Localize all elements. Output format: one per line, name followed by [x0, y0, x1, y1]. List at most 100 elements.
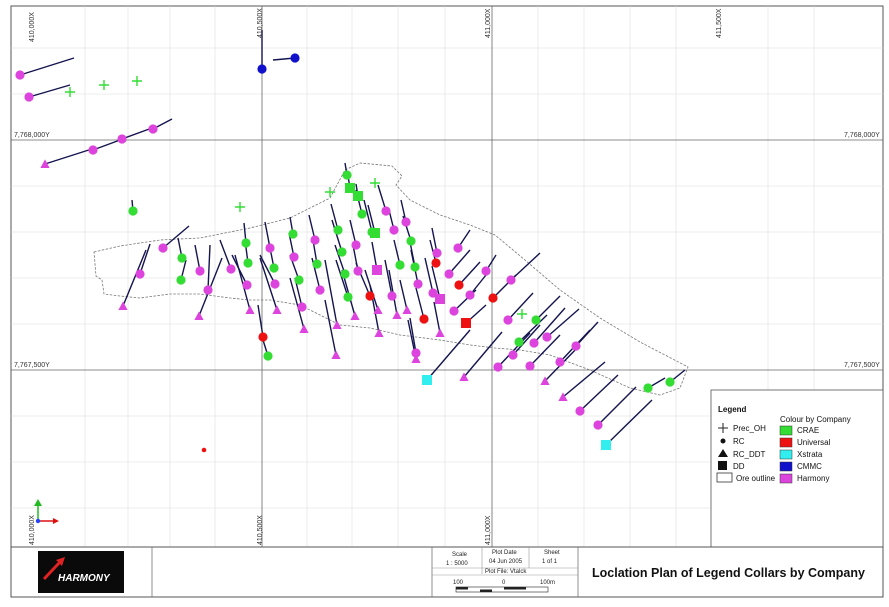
collar-harmony-triangle: [411, 354, 421, 363]
collar-universal-circle: [431, 258, 441, 268]
collar-harmony-circle: [593, 420, 603, 430]
collar-harmony-circle: [542, 332, 552, 342]
collar-harmony-circle: [117, 134, 127, 144]
drill-trace: [575, 321, 599, 347]
drill-trace: [533, 307, 566, 344]
drill-trace: [28, 84, 71, 98]
plot-date-label: Plot Date: [492, 550, 517, 556]
collar-harmony-circle: [449, 306, 459, 316]
ore-outline: [93, 162, 689, 396]
scalebar-left: 100: [453, 580, 464, 586]
drill-trace: [518, 314, 548, 343]
drill-trace: [259, 257, 278, 311]
collar-cmmc-circle: [257, 64, 267, 74]
drill-trace: [399, 279, 408, 311]
sheet-label: Sheet: [544, 550, 560, 556]
collar-universal-circle: [258, 332, 268, 342]
legend-company-harmony: Harmony: [797, 474, 829, 483]
collar-harmony-circle: [575, 406, 585, 416]
drill-trace: [121, 127, 153, 140]
square-icon: [718, 461, 727, 470]
legend-symbol-ore-outline: Ore outline: [736, 474, 776, 483]
x-label-410000-bottom: 410,000X: [29, 515, 36, 545]
legend-title: Legend: [718, 405, 747, 414]
collar-harmony-circle: [387, 291, 397, 301]
collar-crae-circle: [243, 258, 253, 268]
drill-trace: [507, 292, 534, 321]
drill-traces: [19, 30, 686, 446]
collar-universal-circle: [488, 293, 498, 303]
drill-trace: [207, 244, 211, 291]
collar-harmony-triangle: [435, 328, 445, 337]
swatch-xstrata: [779, 449, 793, 460]
drill-trace: [324, 259, 338, 326]
drill-trace: [331, 219, 343, 253]
legend-symbol-rc: RC: [733, 437, 745, 446]
drill-trace: [324, 299, 337, 356]
scalebar-mid: 0: [502, 580, 506, 586]
collar-harmony-circle: [401, 217, 411, 227]
drill-trace: [409, 317, 417, 354]
drill-collars: [15, 53, 675, 453]
harmony-logo: HARMONY: [38, 551, 124, 593]
legend-company-crae: CRAE: [797, 426, 819, 435]
plus-icon: [718, 423, 728, 433]
collar-harmony-circle: [242, 280, 252, 290]
collar-harmony-triangle: [373, 305, 383, 314]
collar-crae-plus: [325, 187, 335, 197]
collar-harmony-circle: [529, 338, 539, 348]
collar-harmony-circle: [135, 269, 145, 279]
collar-harmony-triangle: [299, 324, 309, 333]
scale-bar: 100 0 100m: [453, 580, 555, 593]
collar-xstrata-square: [601, 440, 611, 450]
collar-crae-plus: [235, 202, 245, 212]
drill-trace: [122, 249, 147, 307]
drill-trace: [463, 331, 503, 378]
collar-crae-plus: [132, 76, 142, 86]
title-block: HARMONY Scale 1 : 5000 Plot Date 04 Jun …: [10, 546, 884, 598]
legend-company-universal: Universal: [797, 438, 831, 447]
drill-trace: [415, 287, 425, 320]
drill-trace: [289, 277, 305, 330]
drill-trace: [579, 374, 619, 412]
collar-harmony-triangle: [272, 305, 282, 314]
drill-trace: [139, 243, 151, 275]
collar-crae-plus: [99, 80, 109, 90]
collar-crae-circle: [531, 315, 541, 325]
drill-trace: [512, 324, 541, 356]
collar-crae-circle: [333, 225, 343, 235]
collar-universal-circle: [419, 314, 429, 324]
major-grid: [11, 6, 883, 547]
legend-symbol-dd: DD: [733, 462, 745, 471]
drill-trace: [44, 147, 96, 165]
y-label-7768000-left: 7,768,000Y: [14, 132, 50, 139]
collar-harmony-triangle: [40, 159, 50, 168]
drill-trace: [535, 295, 561, 321]
north-arrow-icon: [34, 499, 59, 524]
grid-labels: 410,000X 410,500X 411,000X 411,500X 410,…: [14, 8, 880, 545]
collar-harmony-circle: [353, 266, 363, 276]
collar-harmony-square: [372, 265, 382, 275]
collar-xstrata-square: [422, 375, 432, 385]
collar-harmony-circle: [310, 235, 320, 245]
collar-crae-circle: [340, 269, 350, 279]
collar-harmony-circle: [15, 70, 25, 80]
collar-universal-square: [461, 318, 471, 328]
collar-crae-circle: [176, 275, 186, 285]
collar-harmony-circle: [195, 266, 205, 276]
x-label-411000-bottom: 411,000X: [485, 515, 492, 545]
collar-harmony-circle: [432, 248, 442, 258]
collar-harmony-triangle: [118, 301, 128, 310]
collar-harmony-triangle: [331, 350, 341, 359]
collar-crae-circle: [665, 377, 675, 387]
drill-trace: [219, 239, 232, 270]
drill-trace: [426, 329, 471, 381]
collar-harmony-circle: [265, 243, 275, 253]
collar-harmony-circle: [389, 225, 399, 235]
legend-symbol-rc-ddt: RC_DDT: [733, 450, 766, 459]
collar-harmony-circle: [88, 145, 98, 155]
collar-harmony-circle: [148, 124, 158, 134]
collar-harmony-circle: [506, 275, 516, 285]
collar-crae-circle: [342, 170, 352, 180]
collar-crae-square: [370, 228, 380, 238]
